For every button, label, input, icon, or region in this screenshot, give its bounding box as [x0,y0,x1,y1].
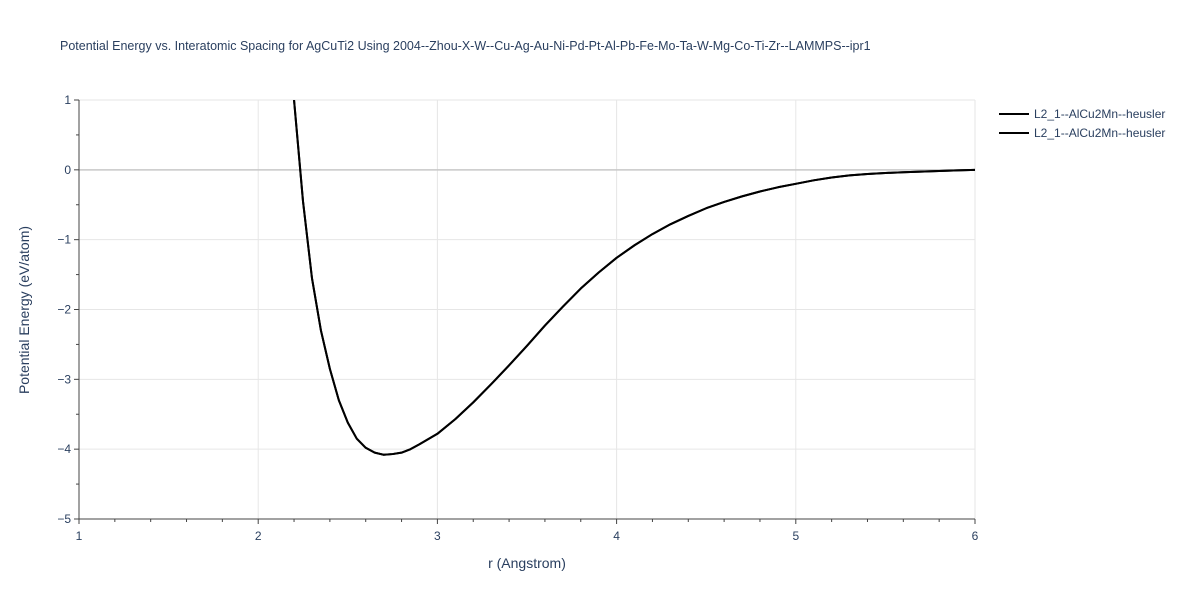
y-tick-label: 1 [64,93,71,107]
x-tick-label: 1 [76,529,83,543]
y-tick-label: −4 [57,442,71,456]
plot-area[interactable] [293,100,975,456]
axes: 1 2 3 4 5 6 1 0 −1 −2 −3 −4 −5 [57,93,978,543]
x-tick-label: 3 [434,529,441,543]
x-tick-label: 4 [613,529,620,543]
legend-label-1[interactable]: L2_1--AlCu2Mn--heusler [1034,107,1165,121]
y-tick-label: 0 [64,163,71,177]
y-tick-label: −1 [57,233,71,247]
y-tick-label: −2 [57,303,71,317]
x-tick-label: 6 [972,529,979,543]
x-axis-title: r (Angstrom) [488,555,566,571]
y-tick-label: −5 [57,512,71,526]
legend[interactable]: L2_1--AlCu2Mn--heusler L2_1--AlCu2Mn--heu… [999,107,1165,140]
grid [79,99,976,519]
series-line-2 [293,100,975,456]
x-tick-label: 5 [792,529,799,543]
x-tick-label: 2 [255,529,262,543]
chart-title: Potential Energy vs. Interatomic Spacing… [60,39,871,53]
series-line-1 [293,100,975,456]
y-tick-label: −3 [57,372,71,386]
y-axis-title: Potential Energy (eV/atom) [16,226,32,394]
legend-label-2[interactable]: L2_1--AlCu2Mn--heusler [1034,126,1165,140]
